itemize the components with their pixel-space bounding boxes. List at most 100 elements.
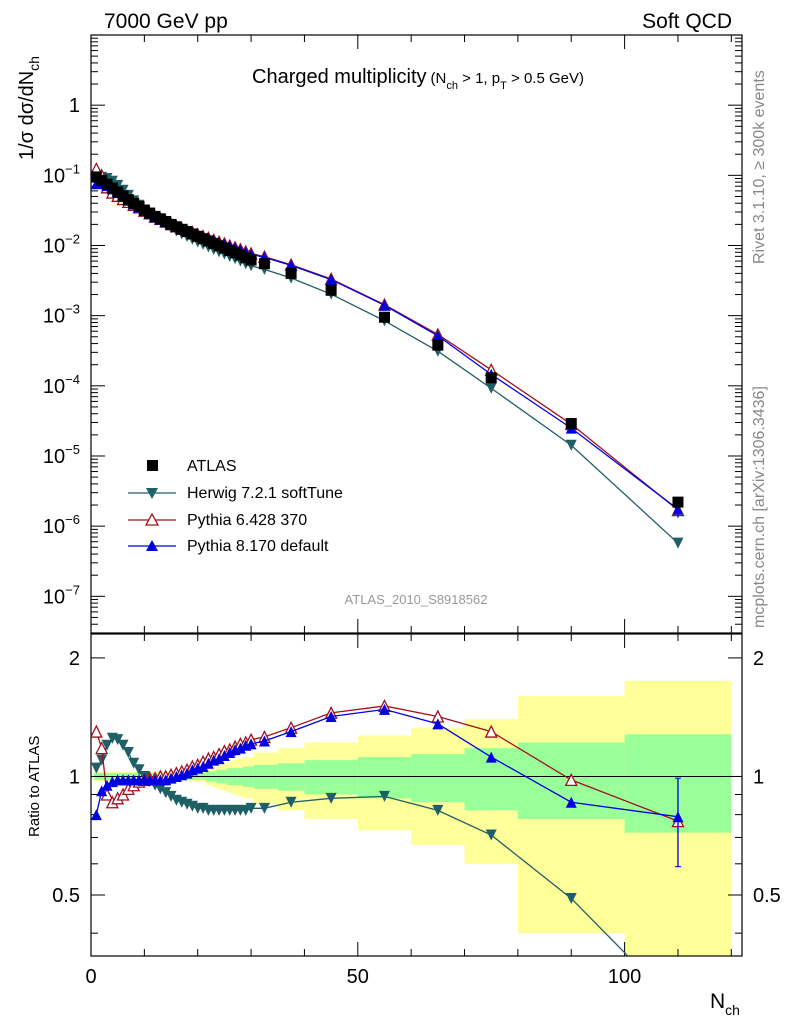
ratio-panel xyxy=(90,633,743,957)
point-atlas xyxy=(285,267,297,279)
ratio-point-pythia-8-170-default xyxy=(258,735,270,747)
legend-label-herwig: Herwig 7.2.1 softTune xyxy=(187,485,343,502)
ratio-point-pythia-8-170-default xyxy=(285,726,297,738)
band-stat-31 xyxy=(277,763,305,791)
ratio-point-herwig-7-2-1-softtune xyxy=(96,754,108,766)
point-atlas xyxy=(432,339,444,351)
ratio-point-pythia-8-170-default xyxy=(325,710,337,722)
legend-marker-herwig xyxy=(146,488,158,499)
ratio-point-pythia-6-428-370 xyxy=(91,724,103,738)
ratio-point-pythia-6-428-370 xyxy=(564,772,578,787)
ratio-point-herwig-7-2-1-softtune xyxy=(285,796,297,808)
ratio-point-herwig-7-2-1-softtune xyxy=(133,764,145,776)
ratio-point-herwig-7-2-1-softtune xyxy=(432,804,444,816)
band-stat-32 xyxy=(304,760,358,795)
y-tick-label: 10−4 xyxy=(43,372,80,398)
ratio-point-herwig-7-2-1-softtune xyxy=(165,790,177,802)
y-tick-label: 1 xyxy=(69,95,80,117)
ratio-point-herwig-7-2-1-softtune xyxy=(154,783,166,795)
ratio-tick-label: 1 xyxy=(69,766,80,788)
ratio-point-herwig-7-2-1-softtune xyxy=(672,1001,683,1012)
ratio-point-herwig-7-2-1-softtune xyxy=(117,739,129,751)
ratio-point-pythia-6-428-370 xyxy=(95,741,109,755)
chart-title: Charged multiplicity (Nch > 1, pT > 0.5 G… xyxy=(252,66,584,92)
ratio-point-pythia-8-170-default xyxy=(485,751,497,763)
ratio-point-herwig-7-2-1-softtune xyxy=(378,790,390,802)
ratio-point-pythia-8-170-default xyxy=(245,738,257,750)
legend-label-pythia8: Pythia 8.170 default xyxy=(187,538,329,555)
y-tick-label: 10−7 xyxy=(43,582,80,608)
legend-entry-pythia8: Pythia 8.170 default xyxy=(128,538,329,555)
legend-label-pythia6: Pythia 6.428 370 xyxy=(187,512,307,529)
y-tick-label: 10−5 xyxy=(43,442,80,468)
rivet-label: Rivet 3.1.10, ≥ 300k events xyxy=(751,70,768,264)
ratio-point-herwig-7-2-1-softtune xyxy=(91,762,102,774)
point-atlas xyxy=(565,418,577,430)
ratio-point-pythia-8-170-default xyxy=(197,760,209,772)
ratio-point-pythia-8-170-default xyxy=(565,796,577,808)
ratio-point-pythia-8-170-default xyxy=(202,757,214,769)
ratio-point-herwig-7-2-1-softtune xyxy=(325,792,337,804)
ratio-y-label: Ratio to ATLAS xyxy=(26,736,43,837)
ratio-point-herwig-7-2-1-softtune xyxy=(160,787,172,799)
header-left: 7000 GeV pp xyxy=(104,10,228,33)
y-tick-label: 10−1 xyxy=(43,161,80,187)
y-tick-label: 10−6 xyxy=(43,512,80,538)
ratio-point-pythia-8-170-default xyxy=(91,809,102,821)
ratio-point-herwig-7-2-1-softtune xyxy=(112,734,124,746)
point-atlas xyxy=(672,496,684,508)
point-pythia-8-170-default xyxy=(378,299,390,311)
chart-title-main: Charged multiplicity xyxy=(252,66,427,88)
ratio-point-herwig-7-2-1-softtune xyxy=(485,829,497,841)
x-tick-label: 50 xyxy=(347,966,369,988)
legend: ATLAS Herwig 7.2.1 softTune Pythia 6.428… xyxy=(128,458,343,555)
ratio-tick-label: 1 xyxy=(753,766,764,788)
analysis-tag: ATLAS_2010_S8918562 xyxy=(345,592,488,607)
legend-entry-pythia6: Pythia 6.428 370 xyxy=(128,512,307,529)
ratio-point-herwig-7-2-1-softtune xyxy=(128,757,140,769)
ratio-point-pythia-8-170-default xyxy=(432,718,444,730)
point-atlas xyxy=(245,254,257,266)
ratio-point-pythia-8-170-default xyxy=(181,767,193,779)
point-herwig-7-2-1-softtune xyxy=(565,439,577,451)
point-pythia-8-170-default xyxy=(432,330,444,342)
ratio-point-pythia-8-170-default xyxy=(213,753,225,765)
ratio-point-herwig-7-2-1-softtune xyxy=(101,739,113,751)
main-panel xyxy=(90,34,743,634)
x-tick-label: 0 xyxy=(85,966,96,988)
y-axis-label: 1/σ dσ/dNch xyxy=(16,56,42,160)
ratio-point-pythia-8-170-default xyxy=(234,742,246,754)
point-atlas xyxy=(378,311,390,323)
legend-entry-herwig: Herwig 7.2.1 softTune xyxy=(128,485,343,502)
legend-marker-pythia6 xyxy=(144,512,160,526)
header-right: Soft QCD xyxy=(642,10,732,33)
legend-label-atlas: ATLAS xyxy=(187,458,237,475)
x-axis-label: Nch xyxy=(710,990,740,1018)
ratio-tick-label: 2 xyxy=(69,648,80,670)
legend-marker-atlas xyxy=(147,460,158,471)
y-tick-label: 10−3 xyxy=(43,302,80,328)
ratio-point-herwig-7-2-1-softtune xyxy=(258,802,270,814)
ratio-tick-label: 0.5 xyxy=(753,885,781,907)
point-atlas xyxy=(485,372,497,384)
point-atlas xyxy=(258,258,270,270)
legend-marker-pythia8 xyxy=(146,540,158,551)
point-pythia-8-170-default xyxy=(325,274,337,286)
ratio-point-pythia-8-170-default xyxy=(101,779,113,791)
ratio-point-pythia-8-170-default xyxy=(378,703,390,715)
ratio-point-pythia-8-170-default xyxy=(224,747,236,759)
point-atlas xyxy=(325,284,337,296)
ratio-tick-label: 0.5 xyxy=(52,885,80,907)
legend-entry-atlas: ATLAS xyxy=(147,458,237,475)
band-stat-34 xyxy=(411,754,465,803)
ratio-tick-label: 2 xyxy=(753,648,764,670)
ratio-point-herwig-7-2-1-softtune xyxy=(122,747,134,759)
ratio-point-pythia-6-428-370 xyxy=(484,724,498,738)
ratio-point-pythia-8-170-default xyxy=(218,750,230,762)
ratio-point-herwig-7-2-1-softtune xyxy=(565,892,577,904)
mcplots-label: mcplots.cern.ch [arXiv:1306.3436] xyxy=(751,386,768,628)
line-pythia-6-428-370 xyxy=(95,168,679,511)
ratio-point-herwig-7-2-1-softtune xyxy=(245,802,257,814)
y-tick-label: 10−2 xyxy=(43,231,80,257)
